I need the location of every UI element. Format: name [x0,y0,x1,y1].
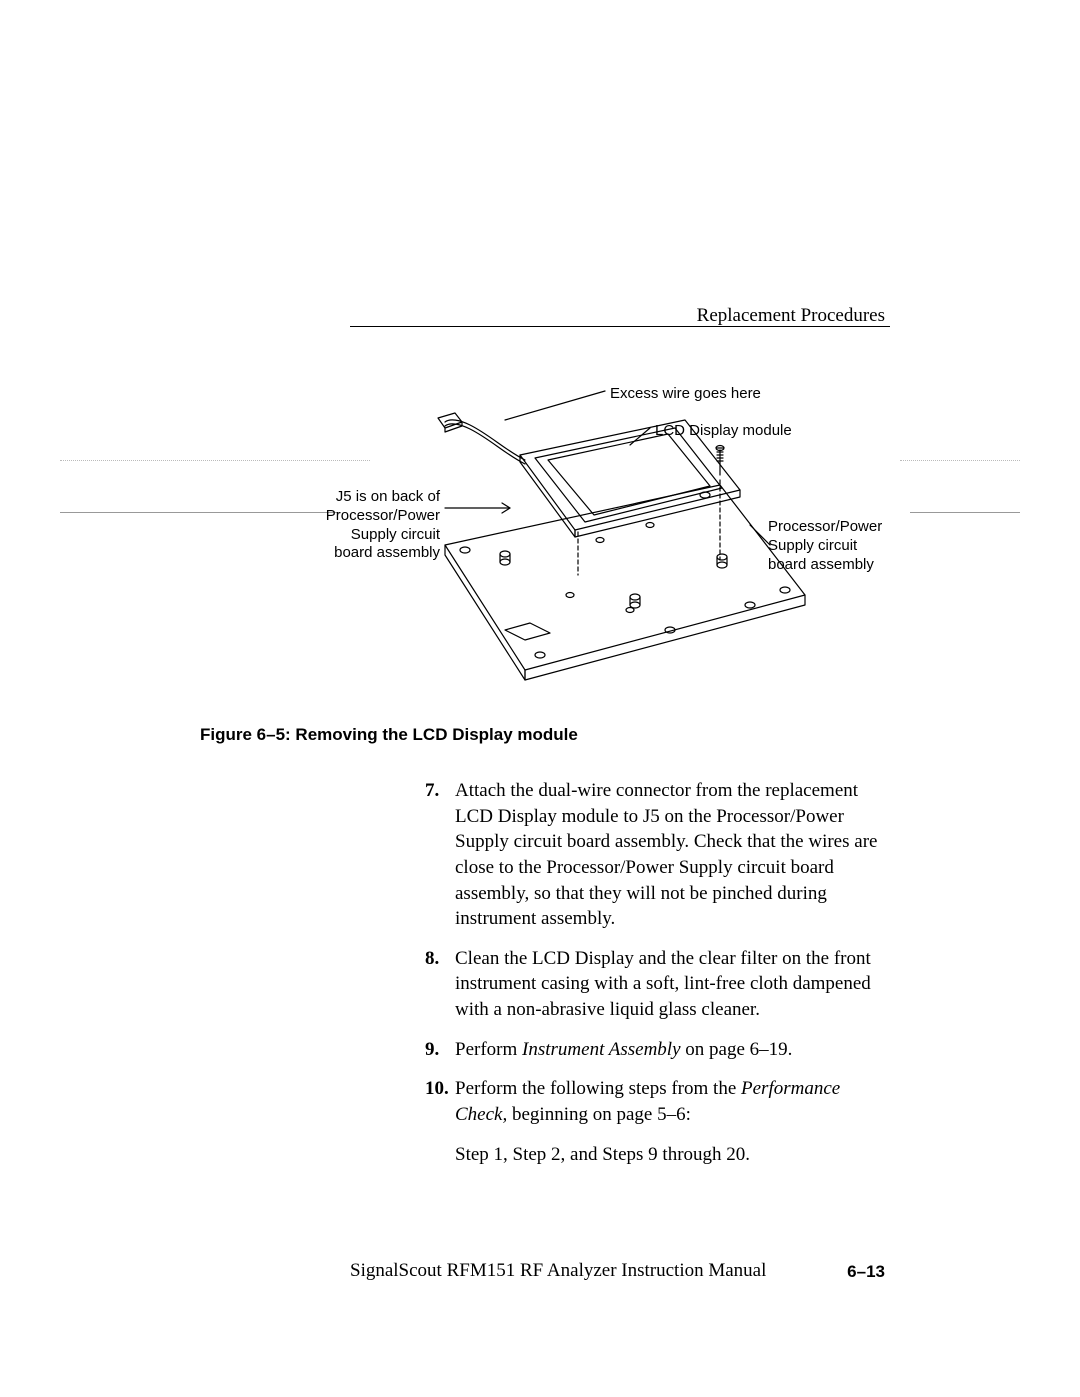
step-text: Perform the following steps from the Per… [455,1076,890,1127]
step-text: Attach the dual-wire connector from the … [455,778,890,932]
step-text: Clean the LCD Display and the clear filt… [455,946,890,1023]
step-9: 9. Perform Instrument Assembly on page 6… [425,1037,890,1063]
callout-excess-wire: Excess wire goes here [610,385,761,404]
step-number: 7. [425,778,455,932]
step-number: 8. [425,946,455,1023]
faint-rule [910,512,1020,513]
header-rule [350,326,890,327]
step-10: 10. Perform the following steps from the… [425,1076,890,1127]
procedure-steps: 7. Attach the dual-wire connector from t… [425,778,890,1167]
step-text: Perform Instrument Assembly on page 6–19… [455,1037,890,1063]
footer-manual-title: SignalScout RFM151 RF Analyzer Instructi… [350,1260,766,1282]
step-number: 9. [425,1037,455,1063]
step-number: 10. [425,1076,455,1127]
callout-lcd-module: LCD Display module [655,422,792,441]
step-7: 7. Attach the dual-wire connector from t… [425,778,890,932]
section-header: Replacement Procedures [697,305,885,327]
callout-proc-power: Processor/Power Supply circuit board ass… [768,518,882,574]
footer-page-number: 6–13 [847,1262,885,1282]
faint-rule [60,460,370,461]
faint-rule [900,460,1020,461]
step-trailing: Step 1, Step 2, and Steps 9 through 20. [455,1142,890,1168]
page: Replacement Procedures [0,0,1080,1397]
lcd-removal-diagram: Excess wire goes here LCD Display module… [350,380,890,720]
step-8: 8. Clean the LCD Display and the clear f… [425,946,890,1023]
figure-caption: Figure 6–5: Removing the LCD Display mod… [200,725,578,745]
callout-j5-back: J5 is on back of Processor/Power Supply … [290,488,440,563]
